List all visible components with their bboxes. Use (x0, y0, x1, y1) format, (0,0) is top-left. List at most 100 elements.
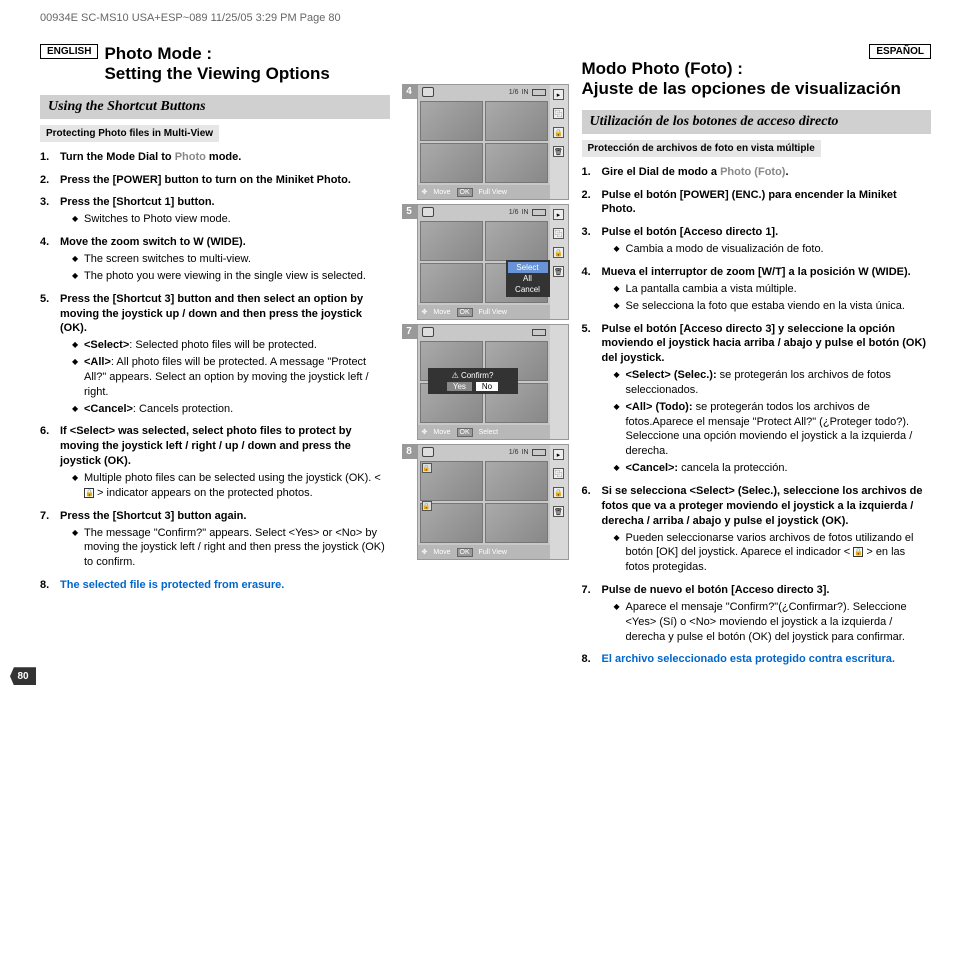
sub-text: Aparece el mensaje "Confirm?"(¿Confirmar… (614, 600, 932, 645)
battery-icon (532, 89, 546, 96)
lock-icon: 🔒 (553, 247, 564, 258)
select-label: Select (479, 429, 498, 436)
steps-es: Gire el Dial de modo a Photo (Foto). Pul… (582, 165, 932, 667)
counter-text: 1/6 (509, 209, 519, 216)
play-icon: ▸ (553, 209, 564, 220)
box-label-es: Protección de archivos de foto en vista … (582, 140, 821, 157)
screenshot-column: 4 1/6IN ✥MoveOKFull View ▸⿻🔒🗑 5 (402, 44, 570, 675)
in-badge: IN (522, 209, 529, 216)
step-text: Pulse el botón [POWER] (ENC.) para encen… (602, 189, 897, 216)
in-badge: IN (522, 449, 529, 456)
sub-text: <All>: All photo files will be protected… (72, 355, 390, 400)
ok-label: OK (457, 548, 473, 557)
confirm-yes: Yes (447, 382, 472, 391)
sub-text: La pantalla cambia a vista múltiple. (614, 282, 932, 297)
step-text: Press the [Shortcut 1] button. (60, 196, 215, 208)
play-icon: ▸ (553, 89, 564, 100)
counter-text: 1/6 (509, 89, 519, 96)
battery-icon (532, 329, 546, 336)
menu-cancel: Cancel (508, 284, 548, 295)
screen-8: 8 1/6IN 🔒 🔒 ✥MoveOKFull View ▸⿻🔒🗑 (402, 444, 570, 560)
box-label-en: Protecting Photo files in Multi-View (40, 125, 219, 142)
sub-text: Multiple photo files can be selected usi… (72, 471, 390, 501)
menu-all: All (508, 273, 548, 284)
trash-icon: 🗑 (553, 506, 564, 517)
title-en: Photo Mode :Setting the Viewing Options (104, 44, 329, 85)
lock-icon: 🔒 (553, 487, 564, 498)
lang-tag-es: ESPAÑOL (869, 44, 931, 59)
screen-7: 7 ✥MoveOKSelect ⚠ Confirm? YesNo (402, 324, 570, 440)
move-label: Move (433, 549, 450, 556)
page-number: 80 (10, 667, 36, 685)
step-blue: El archivo seleccionado esta protegido c… (602, 653, 895, 665)
ok-label: OK (457, 428, 473, 437)
print-meta: 00934E SC-MS10 USA+ESP~089 11/25/05 3:29… (40, 12, 931, 24)
lock-icon: 🔒 (853, 547, 863, 557)
step-text: Turn the Mode Dial to (60, 151, 175, 163)
sub-text: The message "Confirm?" appears. Select <… (72, 526, 390, 571)
popup-menu: Select All Cancel (506, 260, 550, 297)
popup-confirm: ⚠ Confirm? YesNo (428, 368, 518, 394)
move-label: Move (433, 189, 450, 196)
battery-icon (532, 209, 546, 216)
sub-text: The photo you were viewing in the single… (72, 269, 390, 284)
screen-number: 8 (402, 444, 417, 459)
sub-text: <All> (Todo): se protegerán todos los ar… (614, 400, 932, 459)
battery-icon (532, 449, 546, 456)
trash-icon: 🗑 (553, 146, 564, 157)
step-text: Press the [POWER] button to turn on the … (60, 174, 351, 186)
counter-text: 1/6 (509, 449, 519, 456)
screen-number: 4 (402, 84, 417, 99)
subtitle-es: Utilización de los botones de acceso dir… (582, 110, 932, 134)
ok-label: OK (457, 188, 473, 197)
sub-text: Pueden seleccionarse varios archivos de … (614, 531, 932, 576)
lock-icon: 🔒 (84, 488, 94, 498)
fullview-label: Full View (479, 549, 507, 556)
step-text: Gire el Dial de modo a (602, 166, 721, 178)
lock-icon: 🔒 (422, 463, 432, 473)
confirm-title: ⚠ Confirm? (431, 371, 515, 380)
step-text: mode. (206, 151, 241, 163)
step-text: Press the [Shortcut 3] button again. (60, 510, 246, 522)
step-gray: Photo (Foto) (720, 166, 785, 178)
copy-icon: ⿻ (553, 228, 564, 239)
camera-icon (422, 447, 434, 457)
step-text: Si se selecciona <Select> (Selec.), sele… (602, 485, 923, 527)
move-label: Move (433, 429, 450, 436)
camera-icon (422, 87, 434, 97)
subtitle-en: Using the Shortcut Buttons (40, 95, 390, 119)
in-badge: IN (522, 89, 529, 96)
play-icon: ▸ (553, 449, 564, 460)
screen-4: 4 1/6IN ✥MoveOKFull View ▸⿻🔒🗑 (402, 84, 570, 200)
step-text: Move the zoom switch to W (WIDE). (60, 236, 246, 248)
camera-icon (422, 327, 434, 337)
fullview-label: Full View (479, 189, 507, 196)
sub-text: Cambia a modo de visualización de foto. (614, 242, 932, 257)
sub-text: <Select> (Selec.): se protegerán los arc… (614, 368, 932, 398)
move-label: Move (433, 309, 450, 316)
lock-icon: 🔒 (553, 127, 564, 138)
ok-label: OK (457, 308, 473, 317)
step-text: Press the [Shortcut 3] button and then s… (60, 293, 363, 335)
steps-en: Turn the Mode Dial to Photo mode. Press … (40, 150, 390, 593)
sub-text: <Select>: Selected photo files will be p… (72, 338, 390, 353)
step-blue: The selected file is protected from eras… (60, 579, 284, 591)
step-text: Mueva el interruptor de zoom [W/T] a la … (602, 266, 911, 278)
sub-text: The screen switches to multi-view. (72, 252, 390, 267)
screen-number: 5 (402, 204, 417, 219)
step-gray: Photo (175, 151, 206, 163)
camera-icon (422, 207, 434, 217)
step-text: Pulse el botón [Acceso directo 3] y sele… (602, 323, 927, 365)
screen-5: 5 1/6IN ✥MoveOKFull View ▸⿻🔒🗑 Select All… (402, 204, 570, 320)
step-text: If <Select> was selected, select photo f… (60, 425, 352, 467)
step-text: Pulse de nuevo el botón [Acceso directo … (602, 584, 830, 596)
english-column: ENGLISH Photo Mode :Setting the Viewing … (40, 44, 398, 675)
title-es: Modo Photo (Foto) :Ajuste de las opcione… (582, 59, 932, 100)
trash-icon: 🗑 (553, 266, 564, 277)
lock-icon: 🔒 (422, 501, 432, 511)
copy-icon: ⿻ (553, 468, 564, 479)
sub-text: Se selecciona la foto que estaba viendo … (614, 299, 932, 314)
step-text: . (785, 166, 788, 178)
lang-tag-en: ENGLISH (40, 44, 98, 59)
copy-icon: ⿻ (553, 108, 564, 119)
